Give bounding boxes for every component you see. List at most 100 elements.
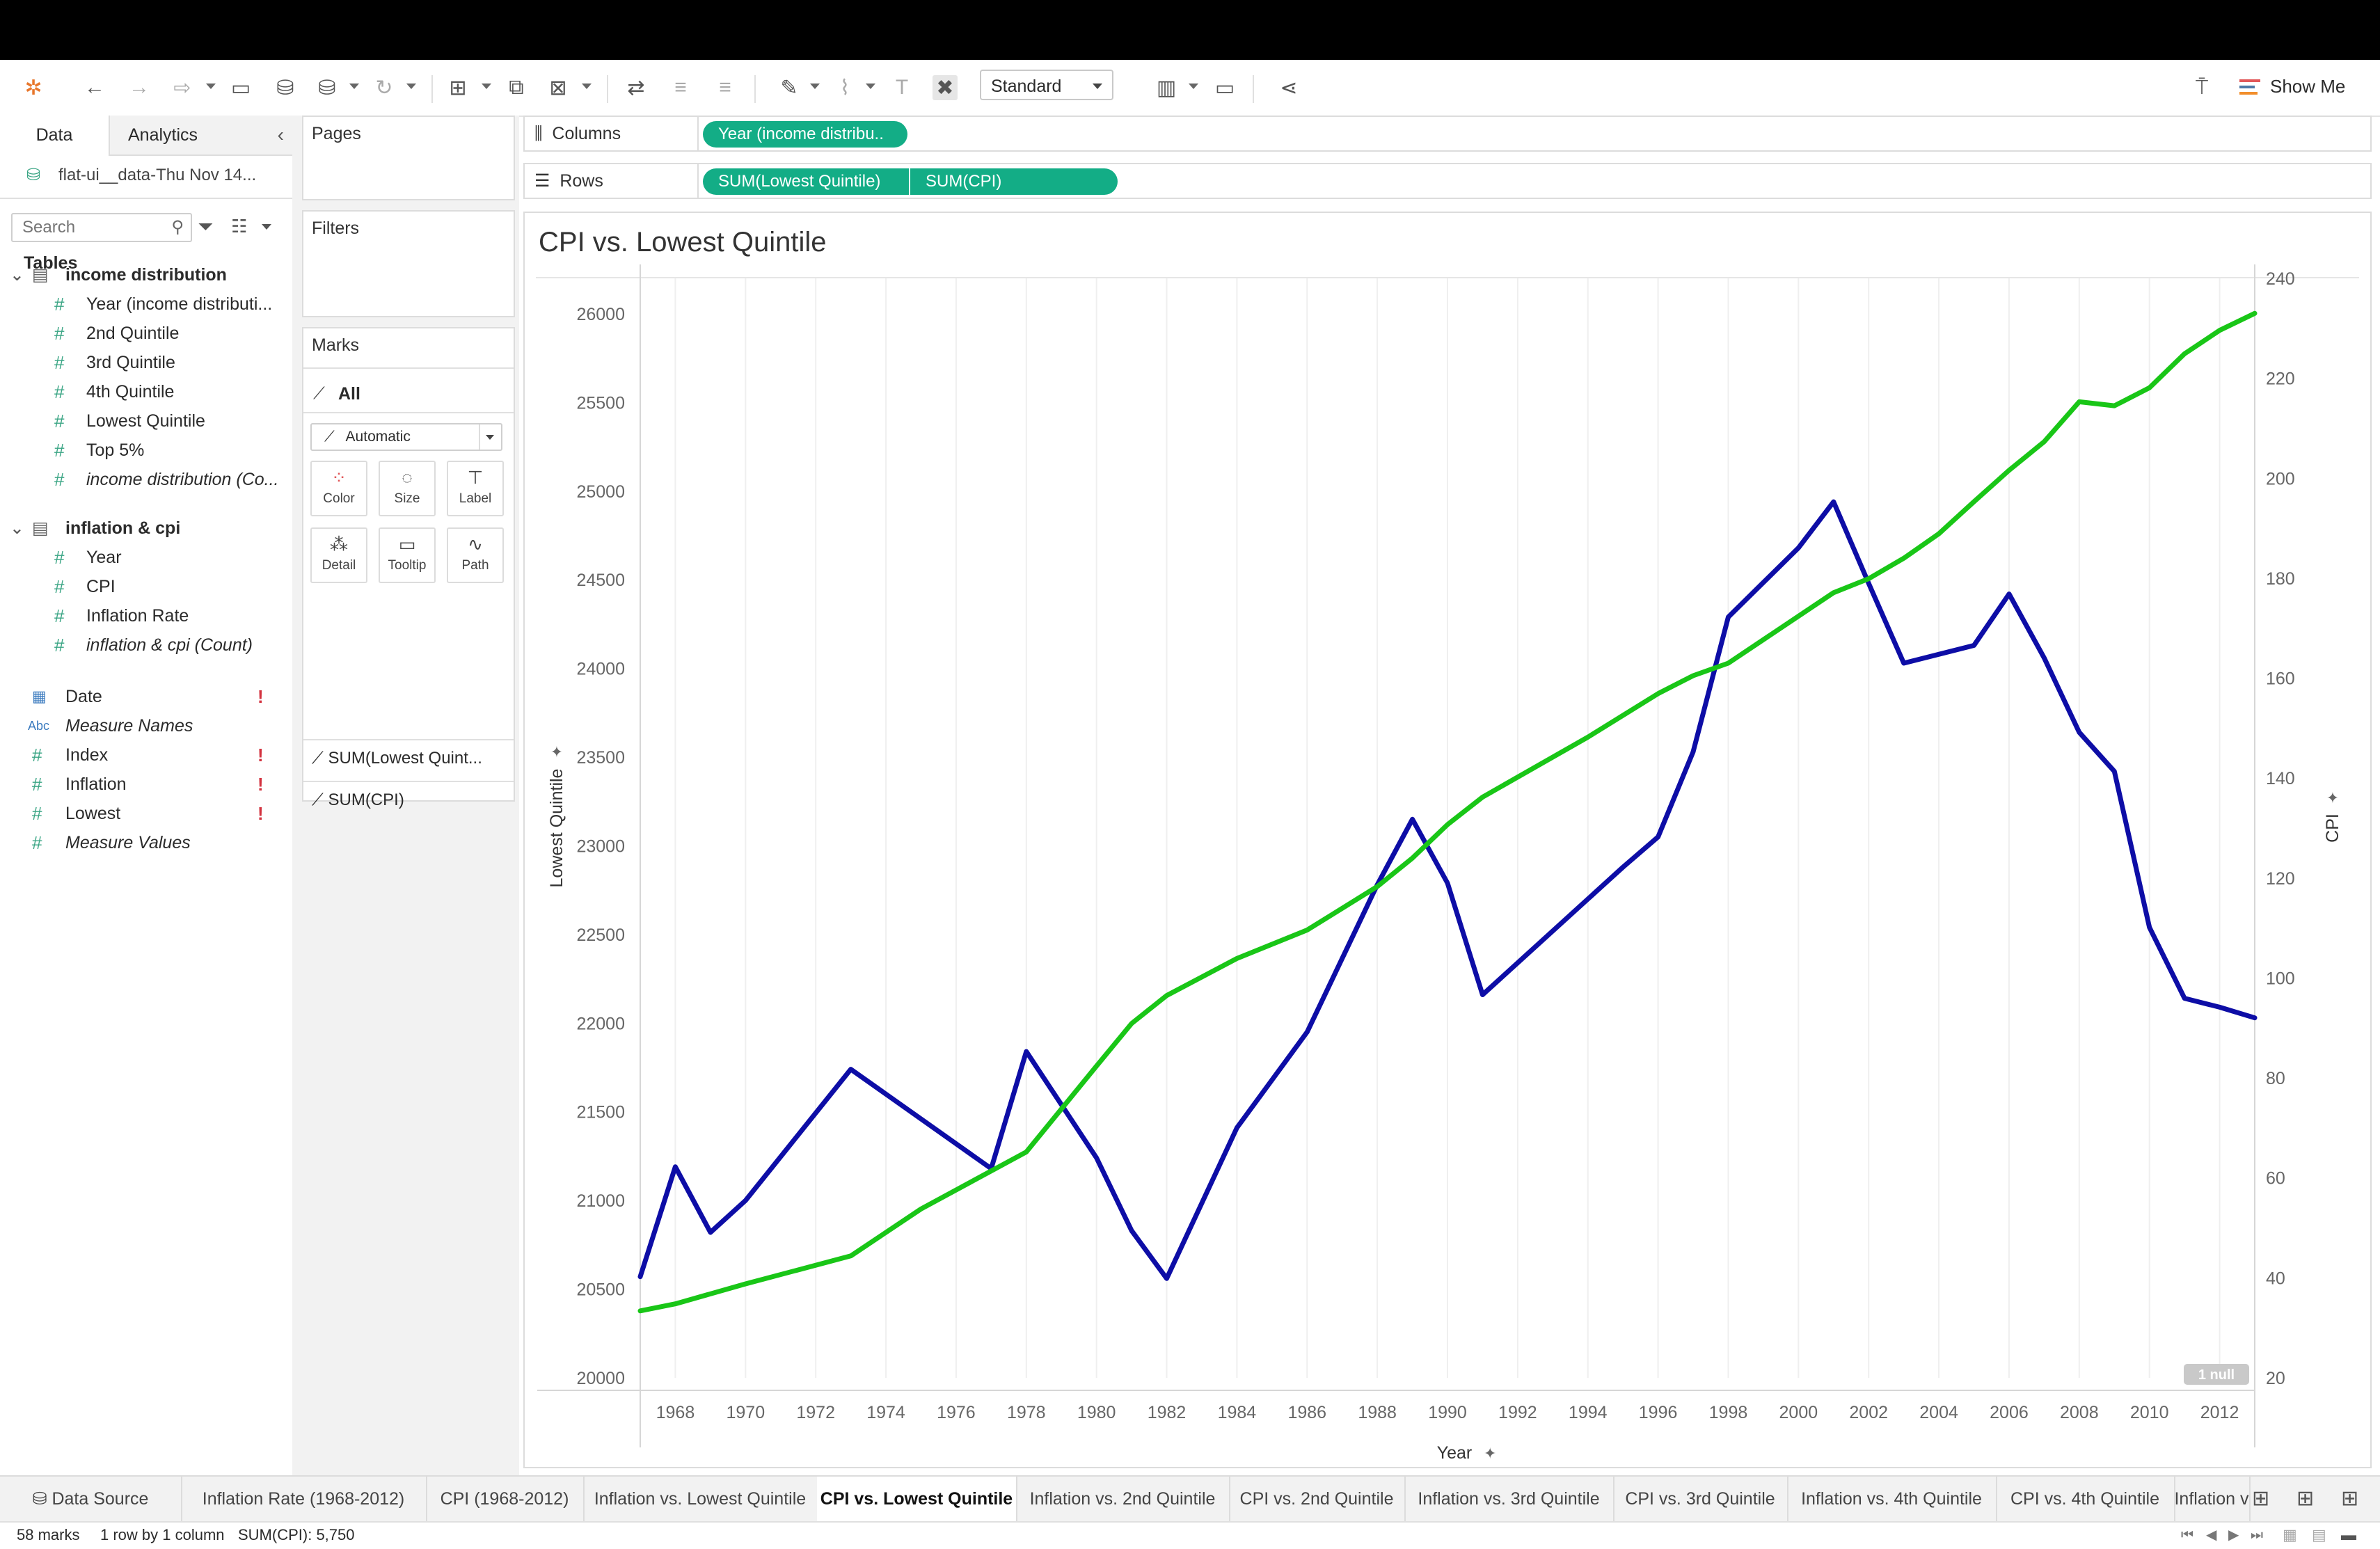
swap-axes-icon[interactable]: ⇄	[627, 76, 645, 100]
tab-data-source[interactable]: ⛁ Data Source	[0, 1477, 182, 1521]
rows-pill-cpi[interactable]: SUM(CPI)	[910, 168, 1118, 195]
size-button[interactable]: ◌ Size	[379, 461, 436, 516]
group-menu-caret[interactable]	[866, 84, 875, 89]
show-cards-icon[interactable]: ▥	[1156, 76, 1177, 100]
first-page-icon[interactable]: ⏮	[2181, 1527, 2193, 1543]
field-item[interactable]: # Index!	[0, 740, 285, 770]
field-item[interactable]: #3rd Quintile	[0, 348, 285, 377]
clear-sheet-icon[interactable]: ⊠	[549, 76, 567, 100]
forward-menu-caret[interactable]	[206, 84, 216, 89]
field-item[interactable]: # Inflation Rate	[0, 601, 285, 630]
tooltip-button[interactable]: ▭ Tooltip	[379, 527, 436, 583]
field-item[interactable]: # CPI	[0, 572, 285, 601]
marks-card-lowest[interactable]: ⟋ SUM(Lowest Quint...	[312, 749, 514, 768]
pause-menu-caret[interactable]	[349, 84, 359, 89]
sheet-tab[interactable]: CPI vs. Lowest Quintile	[817, 1477, 1017, 1523]
table-header[interactable]: ⌄ ▤ income distribution	[0, 260, 285, 289]
field-item[interactable]: # Top 5%	[0, 436, 285, 465]
filters-shelf[interactable]: Filters	[302, 210, 515, 317]
field-item[interactable]: # Year (income distributi...	[0, 289, 285, 319]
detail-button[interactable]: ⁂ Detail	[310, 527, 367, 583]
presentation-icon[interactable]: ▭	[1214, 76, 1235, 100]
show-me-button[interactable]: Show Me	[2270, 76, 2346, 97]
field-item[interactable]: #2nd Quintile	[0, 319, 285, 348]
redo-icon[interactable]: →	[129, 76, 150, 99]
field-item[interactable]: # Measure Values	[0, 828, 285, 857]
forward-icon[interactable]: ⇨	[173, 76, 191, 100]
group-icon[interactable]: ⌇	[839, 76, 850, 100]
field-item[interactable]: # Lowest!	[0, 799, 285, 828]
chevron-down-icon[interactable]	[262, 224, 271, 230]
grid-view-icon[interactable]: ▦	[2283, 1526, 2297, 1543]
pages-shelf[interactable]: Pages	[302, 116, 515, 200]
new-worksheet-icon[interactable]: ⊞	[2252, 1487, 2270, 1510]
new-datasource-icon[interactable]: ⛁	[276, 76, 294, 100]
undo-icon[interactable]: ←	[84, 76, 105, 99]
clear-menu-caret[interactable]	[582, 84, 592, 89]
filmstrip-view-icon[interactable]: ▤	[2312, 1526, 2326, 1543]
label-icon[interactable]: T	[895, 76, 909, 99]
sort-desc-icon[interactable]: ≡	[719, 76, 731, 99]
chevron-down-icon[interactable]: ⌄	[10, 265, 24, 285]
filter-icon[interactable]: ⏷	[198, 216, 214, 237]
pause-update-icon[interactable]: ⛁	[318, 76, 336, 100]
sheet-tab[interactable]: Inflation vs. 2nd Quintile	[1016, 1477, 1230, 1521]
path-button[interactable]: ∿ Path	[447, 527, 504, 583]
next-page-icon[interactable]: ▶	[2228, 1527, 2239, 1543]
view-list-icon[interactable]: ☷	[231, 216, 248, 237]
refresh-menu-caret[interactable]	[406, 84, 416, 89]
last-page-icon[interactable]: ⏭	[2251, 1527, 2263, 1543]
field-item[interactable]: Abc Measure Names	[0, 711, 285, 740]
field-item[interactable]: # income distribution (Co...	[0, 465, 285, 494]
fix-axes-icon[interactable]: ✖	[933, 75, 958, 100]
sheet-tab[interactable]: Inflation Rate (1968-2012)	[181, 1477, 427, 1521]
search-input[interactable]	[21, 214, 163, 241]
prev-page-icon[interactable]: ◀	[2206, 1527, 2217, 1543]
new-story-icon[interactable]: ⊞	[2341, 1487, 2359, 1510]
new-dashboard-icon[interactable]: ⊞	[2296, 1487, 2315, 1510]
mark-type-select[interactable]: ⟋ Automatic	[310, 423, 502, 451]
show-me-icon[interactable]	[2239, 78, 2260, 96]
sheet-tab[interactable]: CPI vs. 3rd Quintile	[1613, 1477, 1788, 1521]
rows-pill-lowest[interactable]: SUM(Lowest Quintile)	[703, 168, 909, 195]
highlight-icon[interactable]: ✎	[780, 76, 798, 100]
refresh-icon[interactable]: ↻	[375, 76, 393, 100]
field-item[interactable]: # Inflation!	[0, 770, 285, 799]
sheet-tab[interactable]: CPI vs. 4th Quintile	[1996, 1477, 2175, 1521]
columns-pill-year[interactable]: Year (income distribu..	[703, 121, 907, 148]
color-button[interactable]: ⁘ Color	[310, 461, 367, 516]
tab-analytics[interactable]: Analytics ‹	[109, 116, 294, 156]
columns-shelf[interactable]: ⫼ Columns Year (income distribu..	[523, 116, 2372, 152]
sheet-tab[interactable]: Inflation vs. Lowest Quintile	[583, 1477, 818, 1521]
share-icon[interactable]: ⋖	[1280, 76, 1298, 100]
tab-data[interactable]: Data	[0, 116, 109, 157]
collapse-pane-icon[interactable]: ‹	[277, 124, 284, 145]
new-worksheet-icon[interactable]: ⊞	[449, 76, 467, 100]
search-box[interactable]: ⚲	[11, 213, 192, 242]
pin-icon[interactable]: ⍑	[2196, 76, 2208, 99]
save-icon[interactable]: ▭	[230, 76, 251, 100]
chart-svg[interactable]: 1968 1970 1972 1974 1976 1978 1980 1982 1984 1986…	[523, 264, 2372, 1461]
worksheet-menu-caret[interactable]	[482, 84, 491, 89]
field-item[interactable]: # Lowest Quintile	[0, 406, 285, 436]
sheet-tab[interactable]: CPI vs. 2nd Quintile	[1229, 1477, 1406, 1521]
sheet-tab[interactable]: Inflation vs. 4th Quintile	[1787, 1477, 1997, 1521]
tab-view-icon[interactable]: ▬	[2341, 1526, 2356, 1543]
highlight-menu-caret[interactable]	[810, 84, 820, 89]
table-header[interactable]: ⌄ ▤ inflation & cpi	[0, 514, 285, 543]
marks-all-label[interactable]: All	[338, 384, 360, 404]
sheet-tab[interactable]: CPI (1968-2012)	[426, 1477, 585, 1521]
field-item[interactable]: #4th Quintile	[0, 377, 285, 406]
label-button[interactable]: ⊤ Label	[447, 461, 504, 516]
rows-shelf[interactable]: ☰ Rows SUM(Lowest Quintile) SUM(CPI)	[523, 163, 2372, 199]
sort-asc-icon[interactable]: ≡	[674, 76, 687, 99]
datasource-row[interactable]: ⛁ flat-ui__data-Thu Nov 14...	[26, 161, 280, 189]
field-item[interactable]: # Year	[0, 543, 285, 572]
view-mode-select[interactable]: Standard	[980, 70, 1113, 100]
tableau-logo-icon[interactable]: ✲	[24, 76, 42, 100]
cards-menu-caret[interactable]	[1189, 84, 1198, 89]
duplicate-icon[interactable]: ⧉	[509, 76, 524, 99]
chevron-down-icon[interactable]: ⌄	[10, 518, 24, 538]
sheet-tab[interactable]: Inflation v	[2174, 1477, 2251, 1521]
sheet-tab[interactable]: Inflation vs. 3rd Quintile	[1404, 1477, 1615, 1521]
